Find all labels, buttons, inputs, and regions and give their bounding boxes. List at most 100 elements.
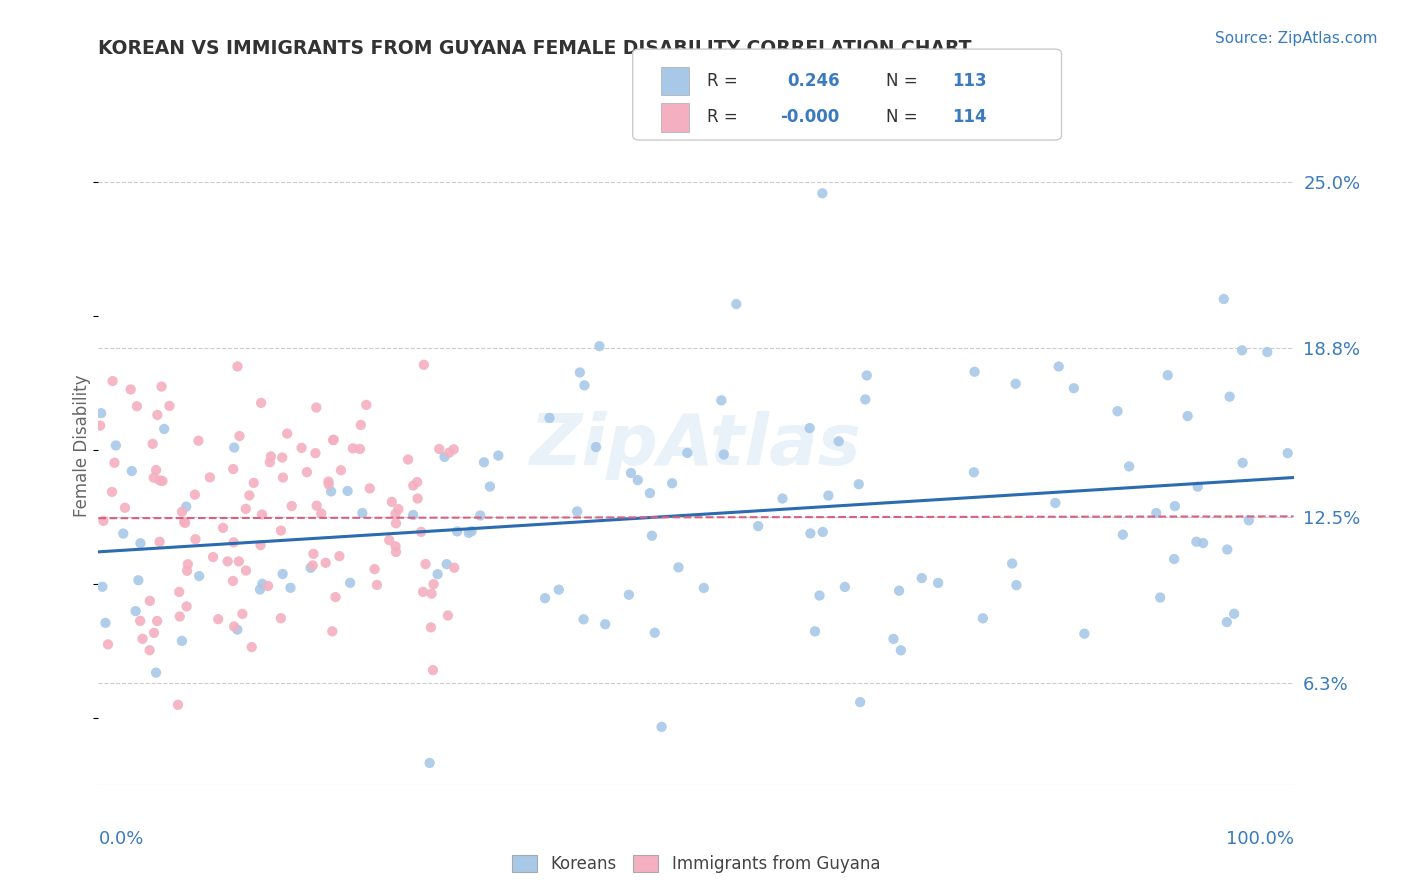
- Point: [103, 456, 125, 470]
- Point: [661, 476, 683, 491]
- Point: [402, 478, 425, 492]
- Point: [124, 604, 146, 618]
- Point: [121, 464, 143, 478]
- Legend: Koreans, Immigrants from Guyana: Koreans, Immigrants from Guyana: [503, 847, 889, 881]
- Point: [446, 524, 468, 539]
- Y-axis label: Female Disability: Female Disability: [73, 375, 91, 517]
- Point: [972, 611, 994, 625]
- Point: [325, 590, 347, 604]
- Point: [412, 585, 434, 599]
- Point: [146, 614, 169, 628]
- Point: [222, 619, 245, 633]
- Point: [644, 625, 666, 640]
- Point: [129, 614, 152, 628]
- Point: [177, 558, 200, 572]
- Point: [143, 626, 166, 640]
- Point: [222, 462, 245, 476]
- Point: [224, 441, 246, 455]
- Point: [330, 463, 353, 477]
- Point: [152, 474, 174, 488]
- Point: [228, 554, 250, 568]
- Point: [911, 571, 934, 585]
- Point: [198, 470, 221, 484]
- Point: [184, 532, 207, 546]
- Point: [235, 564, 257, 578]
- Point: [212, 521, 235, 535]
- Text: ZipAtlas: ZipAtlas: [530, 411, 862, 481]
- Point: [1177, 409, 1199, 423]
- Point: [359, 482, 381, 496]
- Point: [1163, 552, 1185, 566]
- Point: [301, 558, 323, 573]
- Point: [882, 632, 904, 646]
- Point: [125, 399, 148, 413]
- Point: [271, 566, 294, 581]
- Point: [145, 463, 167, 477]
- Point: [339, 575, 361, 590]
- Point: [322, 433, 344, 447]
- Point: [808, 589, 831, 603]
- Point: [411, 524, 433, 539]
- Point: [638, 486, 661, 500]
- Point: [322, 433, 344, 447]
- Point: [567, 504, 589, 518]
- Point: [415, 557, 437, 571]
- Point: [457, 525, 479, 540]
- Point: [271, 470, 294, 484]
- Point: [834, 580, 856, 594]
- Point: [1001, 557, 1024, 571]
- Text: KOREAN VS IMMIGRANTS FROM GUYANA FEMALE DISABILITY CORRELATION CHART: KOREAN VS IMMIGRANTS FROM GUYANA FEMALE …: [98, 39, 972, 58]
- Point: [174, 516, 197, 530]
- Point: [693, 581, 716, 595]
- Point: [772, 491, 794, 506]
- Text: 0.0%: 0.0%: [98, 830, 143, 847]
- Point: [112, 526, 135, 541]
- Point: [1118, 459, 1140, 474]
- Point: [811, 524, 834, 539]
- Point: [1232, 456, 1254, 470]
- Point: [855, 368, 877, 383]
- Point: [90, 406, 112, 420]
- Point: [139, 594, 162, 608]
- Point: [1219, 390, 1241, 404]
- Point: [460, 524, 482, 538]
- Point: [963, 365, 986, 379]
- Point: [366, 578, 388, 592]
- Point: [104, 438, 127, 452]
- Point: [387, 502, 409, 516]
- Point: [101, 484, 124, 499]
- Point: [167, 698, 190, 712]
- Point: [927, 575, 949, 590]
- Point: [406, 475, 429, 489]
- Point: [627, 473, 650, 487]
- Point: [641, 529, 664, 543]
- Point: [848, 477, 870, 491]
- Point: [1256, 345, 1278, 359]
- Point: [149, 474, 172, 488]
- Point: [799, 526, 821, 541]
- Point: [240, 640, 263, 654]
- Point: [127, 574, 149, 588]
- Point: [422, 577, 444, 591]
- Point: [315, 556, 337, 570]
- Point: [291, 441, 314, 455]
- Point: [804, 624, 827, 639]
- Point: [336, 483, 359, 498]
- Point: [350, 417, 373, 432]
- Point: [89, 418, 111, 433]
- Point: [184, 488, 207, 502]
- Point: [259, 455, 281, 469]
- Point: [222, 535, 245, 549]
- Point: [276, 426, 298, 441]
- Point: [249, 538, 271, 552]
- Point: [963, 465, 986, 479]
- Point: [270, 611, 292, 625]
- Point: [1237, 513, 1260, 527]
- Point: [817, 489, 839, 503]
- Point: [356, 398, 378, 412]
- Point: [280, 499, 302, 513]
- Point: [1230, 343, 1253, 358]
- Point: [412, 358, 434, 372]
- Text: 114: 114: [952, 108, 987, 127]
- Point: [318, 475, 340, 489]
